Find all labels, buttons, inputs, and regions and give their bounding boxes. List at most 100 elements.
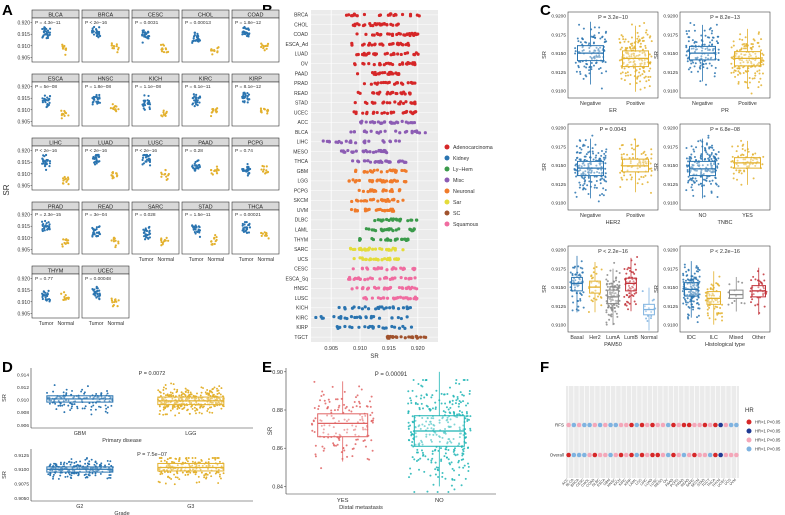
strip-point [369, 129, 373, 133]
normal-point [259, 109, 263, 112]
jitter-point [205, 393, 208, 395]
strip-point [344, 13, 349, 17]
strip-point [382, 228, 386, 232]
jitter-point [574, 273, 577, 276]
jitter-point [582, 27, 585, 30]
jitter-point [578, 164, 581, 167]
jitter-point [649, 75, 652, 78]
normal-point [216, 50, 219, 53]
normal-point [159, 43, 163, 46]
jitter-point [699, 139, 702, 142]
y-tick-label: 0.9100 [551, 323, 566, 329]
jitter-point [734, 294, 737, 297]
strip-point [400, 92, 404, 96]
jitter-point [455, 379, 458, 381]
jitter-point [324, 402, 327, 405]
jitter-point [575, 169, 578, 172]
jitter-point [214, 457, 217, 459]
jitter-point [209, 389, 211, 392]
y-tick-label: 0.910 [17, 236, 30, 242]
strip-point [387, 32, 392, 36]
jitter-point [62, 391, 65, 394]
jitter-point [619, 186, 622, 189]
jitter-point [442, 410, 445, 413]
jitter-point [745, 59, 748, 62]
jitter-point [104, 410, 107, 413]
jitter-point [574, 47, 577, 50]
x-tick-label-tumor: Tumor [189, 257, 204, 263]
strip-point [404, 100, 408, 104]
jitter-point [626, 169, 629, 172]
jitter-point [169, 465, 172, 468]
legend-dot [444, 144, 450, 150]
jitter-point [583, 177, 586, 180]
facet-frame [131, 81, 180, 127]
jitter-point [689, 169, 692, 172]
tumor-point [95, 93, 98, 97]
strip-point [384, 217, 389, 222]
jitter-point [575, 151, 578, 154]
jitter-point [63, 461, 66, 464]
category-label: SKCM [294, 198, 308, 204]
jitter-point [595, 179, 598, 182]
jitter-point [715, 153, 718, 156]
tumor-point [96, 295, 99, 298]
jitter-point [216, 393, 219, 395]
jitter-point [650, 55, 653, 58]
jitter-point [180, 391, 183, 394]
jitter-point [176, 468, 179, 471]
x-tick-label: G3 [187, 504, 194, 510]
strip-point [386, 199, 390, 203]
jitter-point [717, 58, 720, 61]
strip-point [358, 91, 362, 95]
normal-point [210, 48, 213, 51]
jitter-point [713, 75, 716, 78]
jitter-point [635, 54, 638, 57]
jitter-point [748, 77, 751, 80]
tumor-point [41, 220, 44, 223]
jitter-point [409, 424, 412, 427]
jitter-point [604, 188, 607, 191]
x-tick-label-tumor: Tumor [39, 321, 54, 327]
facet-pvalue: P = 5e−08 [35, 84, 57, 90]
strip-point [390, 189, 394, 193]
y-tick-label: 0.908 [17, 410, 29, 416]
jitter-point [430, 440, 433, 443]
strip-point [405, 109, 409, 114]
jitter-point [716, 165, 719, 168]
strip-point [404, 276, 408, 281]
strip-point [350, 287, 354, 291]
jitter-point [574, 61, 577, 64]
jitter-point [716, 301, 719, 304]
normal-point [265, 47, 268, 50]
jitter-point [740, 183, 743, 186]
jitter-point [458, 436, 461, 439]
normal-point [265, 232, 268, 235]
jitter-point [761, 52, 764, 55]
jitter-point [642, 39, 645, 42]
jitter-point [594, 156, 597, 159]
box-group [727, 276, 746, 312]
jitter-point [73, 403, 76, 406]
tumor-point [93, 98, 96, 101]
jitter-point [332, 417, 335, 420]
tumor-point [192, 37, 195, 40]
facet-frame [231, 209, 280, 255]
facet-title: THYM [48, 268, 64, 274]
facet-title: HNSC [98, 76, 114, 82]
jitter-point [184, 387, 187, 390]
category-label: STAD [295, 101, 308, 107]
normal-point [64, 53, 67, 56]
strip-point [352, 256, 356, 261]
strip-point [419, 335, 423, 339]
jitter-point [631, 153, 634, 156]
facet-title: LUAD [98, 140, 113, 146]
jitter-point [631, 42, 634, 45]
jitter-point [583, 176, 586, 179]
tumor-point [98, 34, 102, 38]
jitter-point [608, 291, 611, 294]
jitter-point [351, 406, 354, 409]
tumor-point [246, 162, 249, 166]
